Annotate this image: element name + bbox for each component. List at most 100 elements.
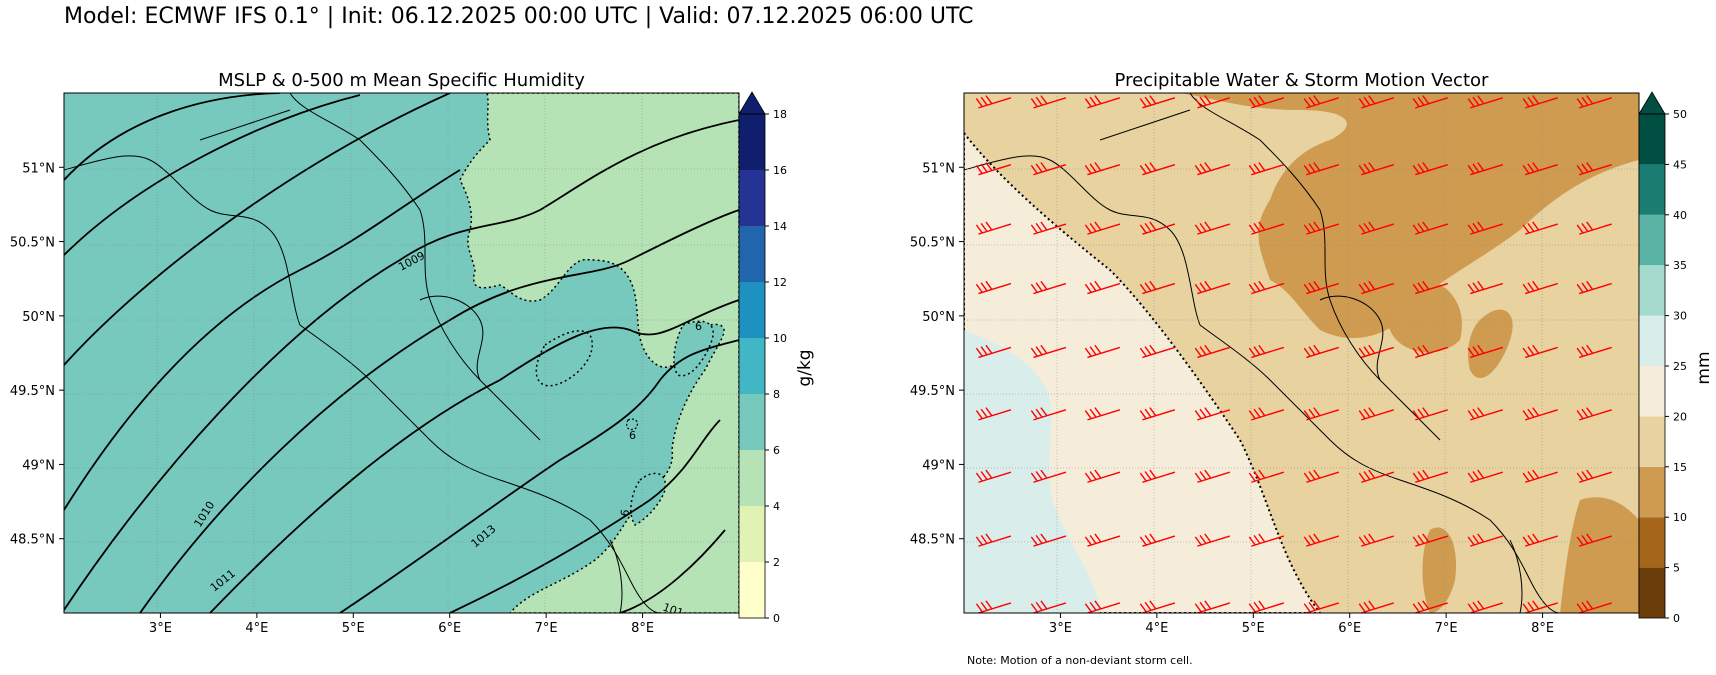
country-borders [964,93,1561,613]
storm-motion-barb [1139,221,1176,235]
storm-motion-barb [1522,469,1558,483]
right-ytick-label: 48.5°N [910,533,955,548]
storm-motion-barb [1522,221,1558,235]
colorbar-segment [1639,567,1665,618]
right-xtick-label: 6°E [1338,621,1361,636]
left-xtick-label: 4°E [245,621,268,636]
storm-motion-barb [1084,162,1121,176]
border-line [609,539,623,613]
storm-motion-barb [1576,407,1612,421]
colorbar-tick-label: 35 [1673,259,1687,272]
colorbar-tick-label: 30 [1673,310,1687,323]
storm-motion-barb [1358,469,1394,483]
storm-motion-barb [1303,344,1340,359]
colorbar-tick-label: 5 [1673,562,1680,575]
left-ytick-label: 49.5°N [10,384,55,399]
humidity-island-southeast [630,472,667,526]
storm-motion-barb [1030,344,1067,359]
humidity-colorbar: 0 2 4 6 8 10 12 14 16 18 [738,91,787,625]
storm-motion-barb [1030,407,1067,421]
storm-motion-barb [1084,469,1121,483]
border-line [1189,93,1441,441]
storm-motion-barb [1303,533,1340,547]
storm-motion-barb [1030,469,1067,483]
storm-motion-barb [1467,533,1503,547]
storm-motion-barb [1084,533,1121,547]
colorbar-segment [1639,265,1665,316]
storm-motion-barb [1303,280,1340,295]
storm-motion-barb [1303,600,1340,613]
storm-motion-barb [975,221,1012,235]
storm-motion-barb [1194,407,1231,421]
storm-motion-barb [975,95,1012,109]
colorbar-frame [738,113,766,619]
left-ytick-label: 50.5°N [10,236,55,251]
colorbar-segment [1639,517,1665,568]
storm-motion-barb [1358,407,1394,421]
border-line [964,155,1561,613]
storm-motion-barb [975,469,1012,483]
left-xtick-label: 7°E [535,621,558,636]
left-ytick-label: 50°N [22,310,55,325]
border-line [1099,109,1191,141]
colorbar-tick-label: 20 [1673,410,1687,423]
storm-motion-barb [1248,95,1285,109]
storm-motion-barb [1030,95,1067,109]
border-line [289,93,541,441]
storm-motion-barb [1194,533,1231,547]
storm-motion-barb [1084,221,1121,235]
country-borders [64,93,661,613]
storm-motion-barb [1194,221,1231,235]
storm-motion-barb [1139,280,1176,295]
storm-motion-barb [1248,280,1285,295]
storm-motion-barb [1576,162,1612,176]
colorbar-segment [739,282,765,338]
storm-motion-barb [1139,407,1176,421]
storm-motion-barb [1194,600,1231,613]
colorbar-extend-arrow [1638,91,1666,115]
left-axis-ticks: 3°E 4°E 5°E 6°E 7°E 8°E 51°N 50.5°N 50°N 49.5°N 49… [10,161,654,636]
isobar-line [449,419,721,613]
right-xtick-label: 4°E [1145,621,1168,636]
isobar-lines [64,93,739,613]
right-ytick-label: 51°N [922,161,955,176]
border-line [64,155,661,613]
storm-motion-barb [1139,469,1176,483]
storm-motion-barb [1576,600,1612,613]
border-line [1509,539,1523,613]
pwat-fill-10-15 [1384,278,1462,353]
colorbar-tick-label: 6 [773,444,780,457]
isobar-line [64,119,739,611]
storm-motion-barb [1576,533,1612,547]
storm-motion-barb [975,280,1012,295]
storm-motion-barb [1139,600,1176,613]
colorbar-segment [739,562,765,618]
storm-motion-barb [975,407,1012,421]
colorbar-tick-label: 4 [773,500,780,513]
right-xtick-label: 3°E [1049,621,1072,636]
colorbar-tick-label: 15 [1673,461,1687,474]
storm-motion-barb [1522,344,1558,359]
figure-suptitle: Model: ECMWF IFS 0.1° | Init: 06.12.2025… [64,4,974,29]
border-line [1319,295,1384,381]
right-xtick-label: 7°E [1435,621,1458,636]
storm-motion-barb [1248,533,1285,547]
colorbar-tick-label: 8 [773,388,780,401]
left-ytick-label: 49°N [22,458,55,473]
storm-motion-barb [1522,95,1558,109]
storm-motion-barb [1084,95,1121,109]
border-line [199,109,291,141]
pwat-colorbar-label: mm [1694,351,1714,384]
colorbar-segment [1639,114,1665,165]
colorbar-segment [739,506,765,562]
isobar-line [139,209,739,613]
storm-motion-barb [1522,600,1558,613]
storm-motion-barb [1412,95,1448,109]
storm-motion-barb [1467,407,1503,421]
storm-motion-barb [1576,469,1612,483]
isobar-line [619,529,726,613]
humidity-island-northeast [673,320,714,377]
storm-motion-barb [1139,344,1176,359]
storm-motion-barb [1576,221,1612,235]
colorbar-tick-label: 14 [773,220,787,233]
